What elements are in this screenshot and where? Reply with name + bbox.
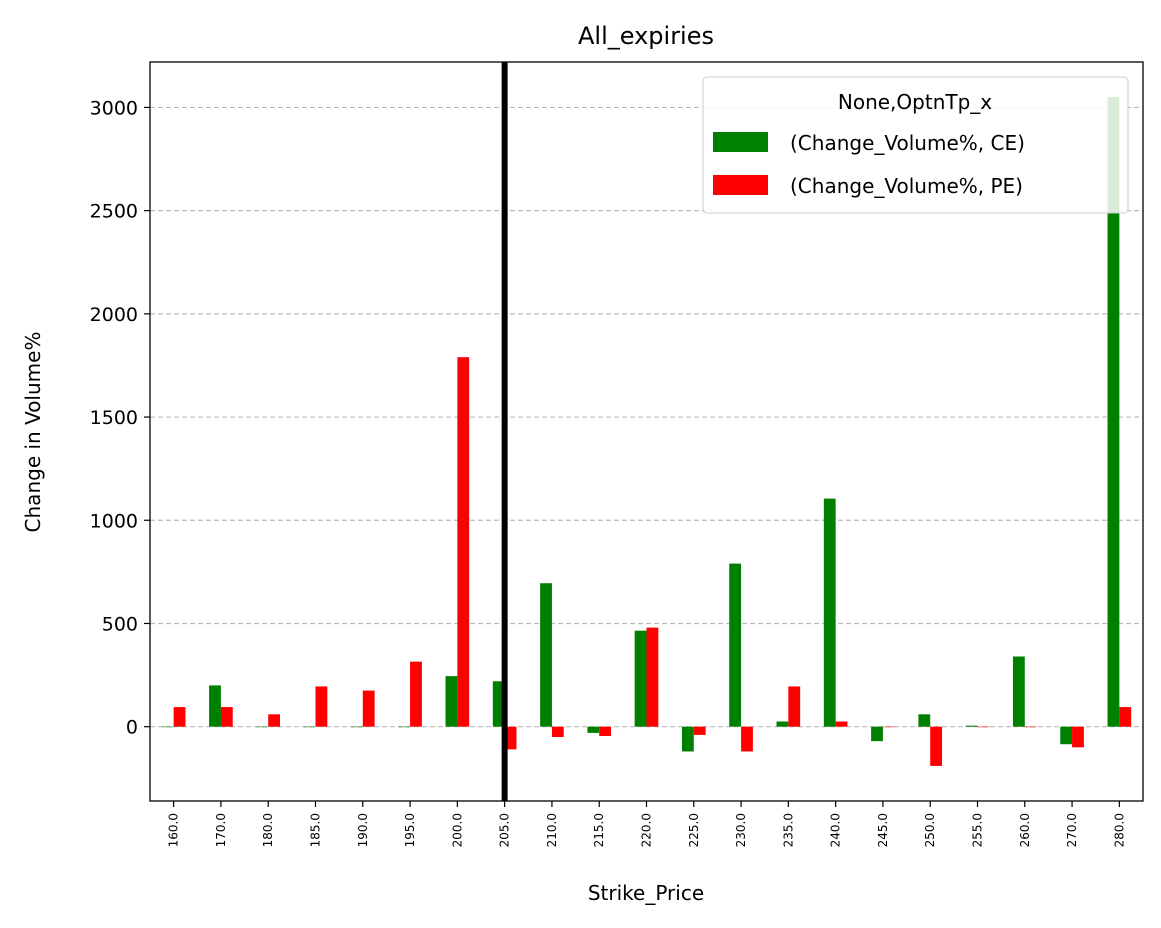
y-tick-label: 0 — [126, 717, 138, 739]
bar-pe-195.0 — [410, 661, 422, 727]
y-tick-label: 2500 — [90, 201, 138, 223]
bar-pe-220.0 — [646, 627, 659, 727]
x-tick-label: 180.0 — [261, 813, 275, 847]
bar-ce-260.0 — [1012, 656, 1025, 727]
x-tick-label: 260.0 — [1018, 813, 1032, 847]
bar-pe-250.0 — [930, 726, 943, 766]
bar-ce-195.0 — [398, 726, 411, 728]
y-tick-label: 500 — [102, 613, 138, 635]
bar-pe-240.0 — [835, 721, 848, 727]
bar-ce-220.0 — [634, 630, 647, 727]
bar-ce-280.0 — [1107, 97, 1120, 727]
x-tick-label: 200.0 — [450, 813, 464, 847]
x-tick-label: 205.0 — [498, 813, 512, 847]
legend-swatch-ce — [713, 132, 768, 152]
bar-ce-170.0 — [209, 685, 221, 727]
x-axis: 160.0 170.0 180.0 185.0 190.0 195.0 200.0 205.0… — [167, 801, 1126, 847]
bar-ce-250.0 — [918, 714, 931, 727]
x-tick-label: 190.0 — [356, 813, 370, 847]
x-tick-label: 195.0 — [403, 813, 417, 847]
bar-pe-280.0 — [1119, 707, 1132, 727]
bar-pe-235.0 — [788, 686, 801, 727]
bar-ce-200.0 — [445, 676, 458, 727]
x-tick-label: 250.0 — [923, 813, 937, 847]
bar-ce-185.0 — [303, 726, 316, 728]
bar-ce-215.0 — [587, 726, 600, 733]
x-tick-label: 215.0 — [592, 813, 606, 847]
bar-ce-210.0 — [540, 583, 552, 727]
bar-ce-240.0 — [823, 498, 836, 727]
bar-pe-255.0 — [977, 726, 990, 728]
x-tick-label: 235.0 — [781, 813, 795, 847]
bar-ce-235.0 — [776, 721, 789, 727]
legend-label-ce: (Change_Volume%, CE) — [790, 131, 1025, 155]
chart-title: All_expiries — [578, 22, 714, 50]
bar-pe-205.0 — [504, 726, 517, 750]
bar-ce-270.0 — [1060, 726, 1073, 745]
bar-pe-245.0 — [882, 726, 895, 728]
x-tick-label: 245.0 — [876, 813, 890, 847]
y-tick-label: 1000 — [90, 510, 138, 532]
x-tick-label: 170.0 — [214, 813, 228, 847]
x-tick-label: 255.0 — [971, 813, 985, 847]
x-tick-label: 280.0 — [1112, 813, 1126, 847]
bar-pe-215.0 — [599, 726, 612, 736]
bar-ce-230.0 — [729, 563, 742, 727]
bar-pe-225.0 — [693, 726, 706, 735]
legend-swatch-pe — [713, 175, 768, 195]
bar-pe-185.0 — [315, 686, 328, 727]
bar-pe-160.0 — [173, 707, 186, 727]
y-axis-label: Change in Volume% — [21, 332, 45, 533]
bars-group — [161, 97, 1132, 766]
y-tick-label: 1500 — [90, 407, 138, 429]
bar-pe-200.0 — [457, 357, 470, 727]
y-tick-label: 3000 — [90, 97, 138, 119]
bar-ce-225.0 — [681, 726, 694, 752]
x-tick-label: 225.0 — [687, 813, 701, 847]
x-tick-label: 240.0 — [829, 813, 843, 847]
x-tick-label: 220.0 — [640, 813, 654, 847]
bar-pe-230.0 — [741, 726, 753, 752]
y-tick-label: 2000 — [90, 304, 138, 326]
bar-ce-245.0 — [871, 726, 883, 742]
legend-title: None,OptnTp_x — [838, 90, 992, 114]
bar-ce-160.0 — [161, 726, 174, 728]
legend-label-pe: (Change_Volume%, PE) — [790, 174, 1023, 198]
bar-pe-190.0 — [362, 690, 375, 727]
y-axis: 0 500 1000 1500 2000 2500 3000 — [90, 97, 150, 739]
bar-pe-180.0 — [268, 714, 281, 727]
x-tick-label: 230.0 — [734, 813, 748, 847]
bar-pe-270.0 — [1072, 726, 1084, 748]
x-tick-label: 270.0 — [1065, 813, 1079, 847]
bar-pe-210.0 — [551, 726, 564, 738]
x-tick-label: 160.0 — [167, 813, 181, 847]
legend-box — [702, 76, 1129, 214]
bar-ce-255.0 — [965, 725, 978, 727]
bar-pe-170.0 — [220, 707, 233, 727]
bar-ce-205.0 — [492, 681, 505, 727]
bar-pe-260.0 — [1024, 726, 1037, 728]
legend: None,OptnTp_x (Change_Volume%, CE) (Chan… — [702, 76, 1129, 214]
bar-ce-180.0 — [256, 726, 269, 728]
x-axis-label: Strike_Price — [588, 881, 704, 905]
x-tick-label: 185.0 — [309, 813, 323, 847]
x-tick-label: 210.0 — [545, 813, 559, 847]
bar-ce-190.0 — [350, 726, 363, 728]
